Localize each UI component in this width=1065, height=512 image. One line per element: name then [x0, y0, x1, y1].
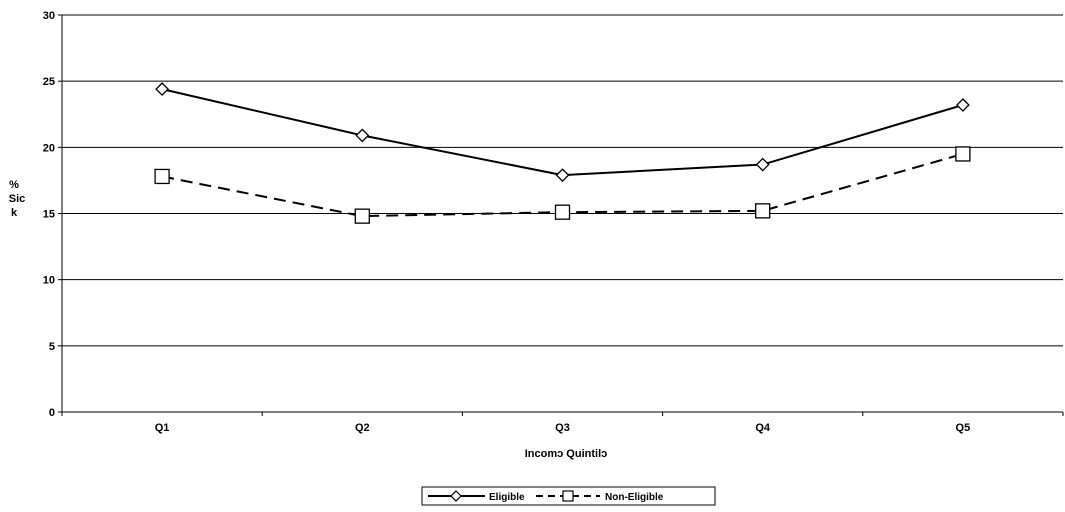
y-tick-label-1: 5 — [49, 341, 55, 353]
point-eligible-q1 — [155, 82, 170, 97]
x-tick-label-q1: Q1 — [155, 422, 170, 434]
x-tick-label-q5: Q5 — [956, 422, 971, 434]
point-non-eligible-q4 — [755, 203, 771, 219]
x-axis-label: Incomɔ Quintilɔ — [525, 448, 608, 460]
y-tick-label-0: 0 — [49, 407, 55, 419]
point-non-eligible-q3 — [554, 204, 571, 220]
legend-eligible-label: Eligible — [489, 492, 525, 503]
point-non-eligible-q1 — [154, 168, 170, 185]
legend-noneligible-marker — [562, 490, 574, 502]
y-tick-label-3: 15 — [43, 209, 55, 221]
y-axis-label-line-3: k — [11, 207, 18, 219]
y-tick-label-2: 10 — [43, 275, 55, 287]
y-tick-label-5: 25 — [43, 76, 55, 88]
point-eligible-q3 — [555, 168, 570, 183]
x-tick-label-q4: Q4 — [755, 422, 771, 434]
point-eligible-q4 — [755, 157, 770, 172]
x-tick-label-q3: Q3 — [555, 422, 570, 434]
point-eligible-q5 — [955, 98, 970, 112]
y-axis-label-line-2: Sic — [9, 193, 26, 205]
legend-eligible-marker — [450, 490, 462, 502]
y-axis-label-line-1: % — [9, 179, 19, 191]
y-tick-label-4: 20 — [43, 142, 55, 154]
x-tick-label-q2: Q2 — [355, 422, 370, 434]
axes: 0 5 10 15 20 25 30 Q1 Q2 Q3 Q4 Q5 — [43, 10, 1064, 434]
legend: Eligible Non-Eligible — [421, 486, 716, 506]
point-eligible-q2 — [355, 128, 370, 143]
y-tick-label-6: 30 — [43, 10, 55, 22]
point-non-eligible-q2 — [354, 208, 370, 224]
legend-noneligible-label: Non-Eligible — [605, 492, 664, 503]
point-non-eligible-q5 — [955, 146, 971, 162]
series-line-eligible — [161, 88, 964, 177]
series-lines — [154, 82, 971, 224]
